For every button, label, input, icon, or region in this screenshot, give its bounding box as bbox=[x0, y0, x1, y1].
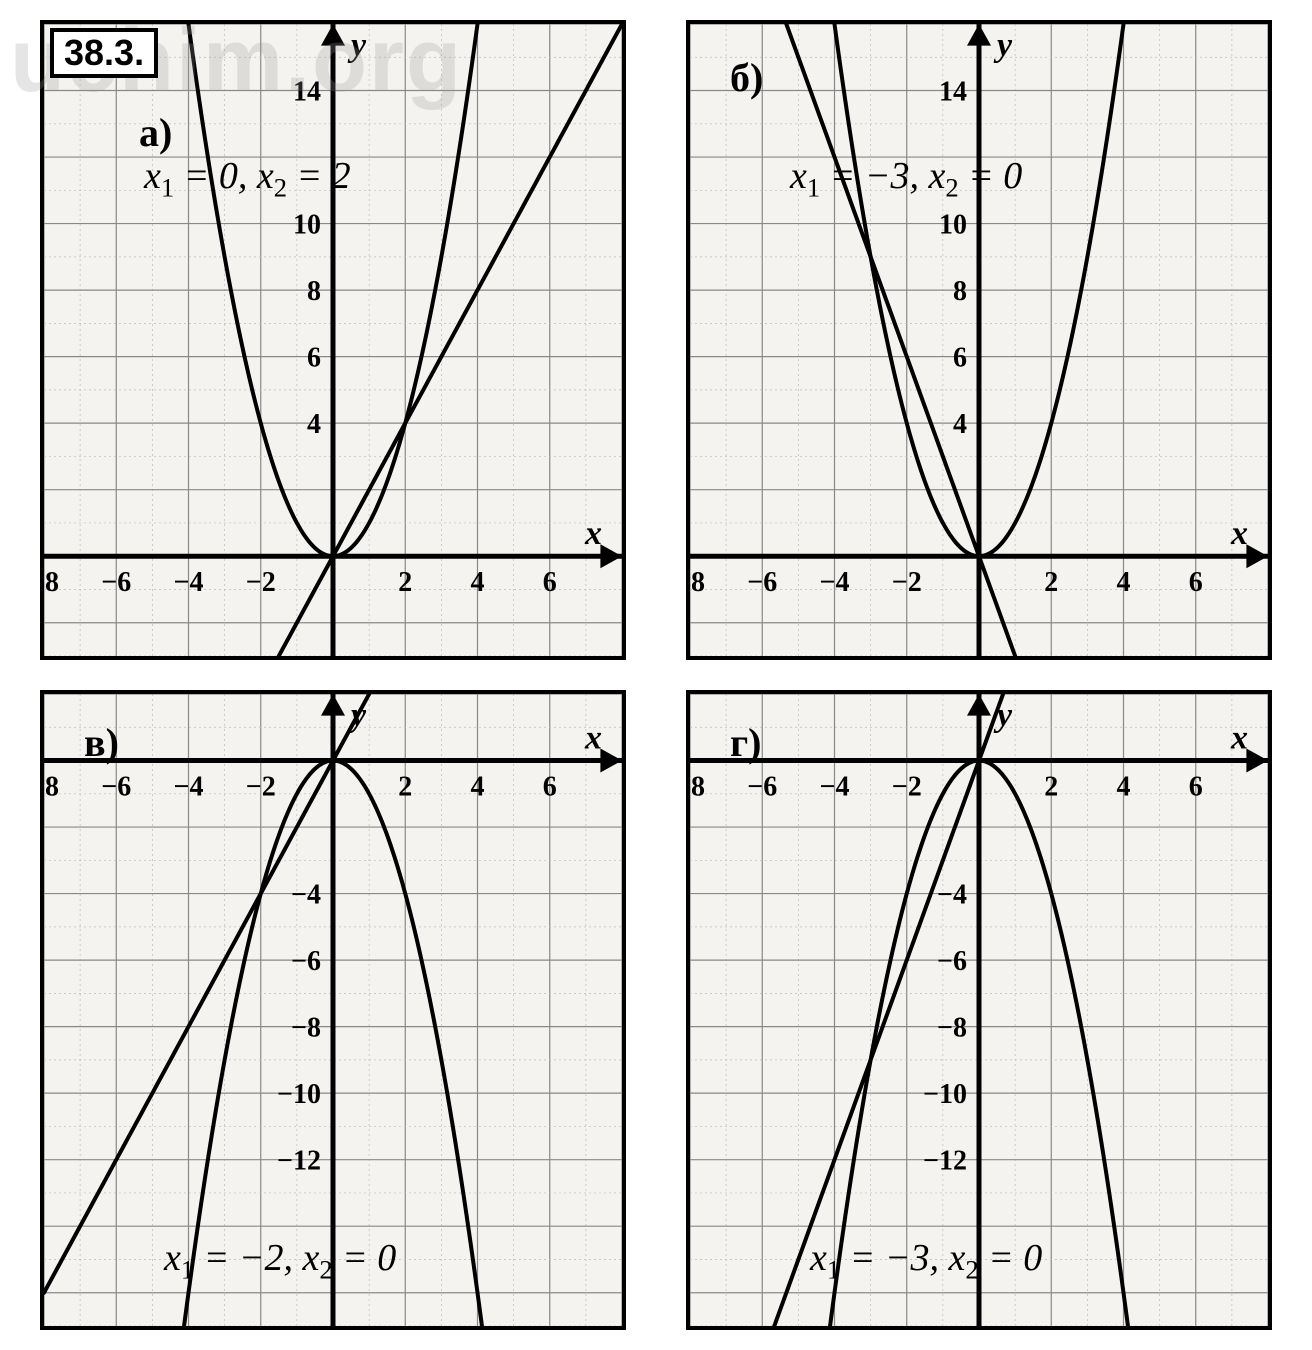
chart-svg: −8−6−4−22464681014xy bbox=[44, 24, 622, 656]
panel-label: б) bbox=[730, 54, 763, 101]
svg-text:−8: −8 bbox=[291, 1013, 321, 1044]
solution-text: x1 = −2, x2 = 0 bbox=[164, 1236, 396, 1286]
svg-text:14: 14 bbox=[939, 77, 967, 108]
svg-text:6: 6 bbox=[307, 343, 321, 374]
svg-text:−2: −2 bbox=[246, 567, 276, 598]
svg-text:−10: −10 bbox=[923, 1079, 967, 1110]
svg-text:−12: −12 bbox=[923, 1146, 967, 1177]
svg-text:−4: −4 bbox=[174, 567, 204, 598]
svg-text:4: 4 bbox=[471, 567, 485, 598]
svg-text:−2: −2 bbox=[892, 772, 922, 803]
svg-text:−6: −6 bbox=[747, 772, 777, 803]
svg-text:−4: −4 bbox=[174, 772, 204, 803]
panel-label: г) bbox=[730, 719, 761, 766]
page-root: uchim.org 38.3. −8−6−4−22464681014xyа)x1… bbox=[0, 0, 1312, 1350]
svg-text:−8: −8 bbox=[937, 1013, 967, 1044]
solution-text: x1 = −3, x2 = 0 bbox=[790, 154, 1022, 204]
svg-text:−8: −8 bbox=[690, 772, 705, 803]
chart-svg: −8−6−4−2246−4−6−8−10−12xy bbox=[44, 694, 622, 1326]
svg-text:8: 8 bbox=[307, 276, 321, 307]
panels-grid: −8−6−4−22464681014xyа)x1 = 0, x2 = 2 −8−… bbox=[0, 0, 1312, 1350]
svg-text:−6: −6 bbox=[101, 772, 131, 803]
svg-text:4: 4 bbox=[471, 772, 485, 803]
svg-text:10: 10 bbox=[293, 210, 321, 241]
svg-text:−8: −8 bbox=[690, 567, 705, 598]
svg-text:−6: −6 bbox=[937, 946, 967, 977]
svg-text:−10: −10 bbox=[277, 1079, 321, 1110]
svg-text:4: 4 bbox=[953, 409, 967, 440]
svg-text:x: x bbox=[584, 720, 602, 757]
chart-panel-a: −8−6−4−22464681014xyа)x1 = 0, x2 = 2 bbox=[40, 20, 626, 660]
svg-text:x: x bbox=[1230, 515, 1248, 552]
solution-text: x1 = −3, x2 = 0 bbox=[810, 1236, 1042, 1286]
svg-text:6: 6 bbox=[543, 567, 557, 598]
panel-label: в) bbox=[84, 719, 119, 766]
svg-text:2: 2 bbox=[1044, 567, 1058, 598]
solution-text: x1 = 0, x2 = 2 bbox=[144, 154, 351, 204]
svg-text:4: 4 bbox=[1117, 567, 1131, 598]
svg-text:−6: −6 bbox=[747, 567, 777, 598]
problem-number-box: 38.3. bbox=[50, 28, 158, 78]
svg-text:−4: −4 bbox=[937, 880, 967, 911]
svg-text:14: 14 bbox=[293, 77, 321, 108]
svg-text:−12: −12 bbox=[277, 1146, 321, 1177]
panel-label: а) bbox=[139, 109, 172, 156]
svg-text:x: x bbox=[1230, 720, 1248, 757]
chart-panel-c: −8−6−4−2246−4−6−8−10−12xyв)x1 = −2, x2 =… bbox=[40, 690, 626, 1330]
chart-svg: −8−6−4−22464681014xy bbox=[690, 24, 1268, 656]
chart-panel-d: −8−6−4−2246−4−6−8−10−12xyг)x1 = −3, x2 =… bbox=[686, 690, 1272, 1330]
svg-text:4: 4 bbox=[1117, 772, 1131, 803]
svg-text:8: 8 bbox=[953, 276, 967, 307]
svg-text:4: 4 bbox=[307, 409, 321, 440]
svg-text:6: 6 bbox=[543, 772, 557, 803]
svg-text:2: 2 bbox=[398, 567, 412, 598]
svg-text:2: 2 bbox=[1044, 772, 1058, 803]
svg-text:−4: −4 bbox=[291, 880, 321, 911]
svg-text:−6: −6 bbox=[291, 946, 321, 977]
svg-text:−4: −4 bbox=[820, 772, 850, 803]
svg-text:6: 6 bbox=[1189, 567, 1203, 598]
svg-text:−2: −2 bbox=[892, 567, 922, 598]
chart-panel-b: −8−6−4−22464681014xyб)x1 = −3, x2 = 0 bbox=[686, 20, 1272, 660]
svg-text:−6: −6 bbox=[101, 567, 131, 598]
svg-text:−4: −4 bbox=[820, 567, 850, 598]
svg-text:10: 10 bbox=[939, 210, 967, 241]
svg-text:2: 2 bbox=[398, 772, 412, 803]
chart-svg: −8−6−4−2246−4−6−8−10−12xy bbox=[690, 694, 1268, 1326]
svg-text:6: 6 bbox=[953, 343, 967, 374]
svg-text:x: x bbox=[584, 515, 602, 552]
svg-text:6: 6 bbox=[1189, 772, 1203, 803]
svg-text:−2: −2 bbox=[246, 772, 276, 803]
svg-text:−8: −8 bbox=[44, 567, 59, 598]
svg-text:−8: −8 bbox=[44, 772, 59, 803]
